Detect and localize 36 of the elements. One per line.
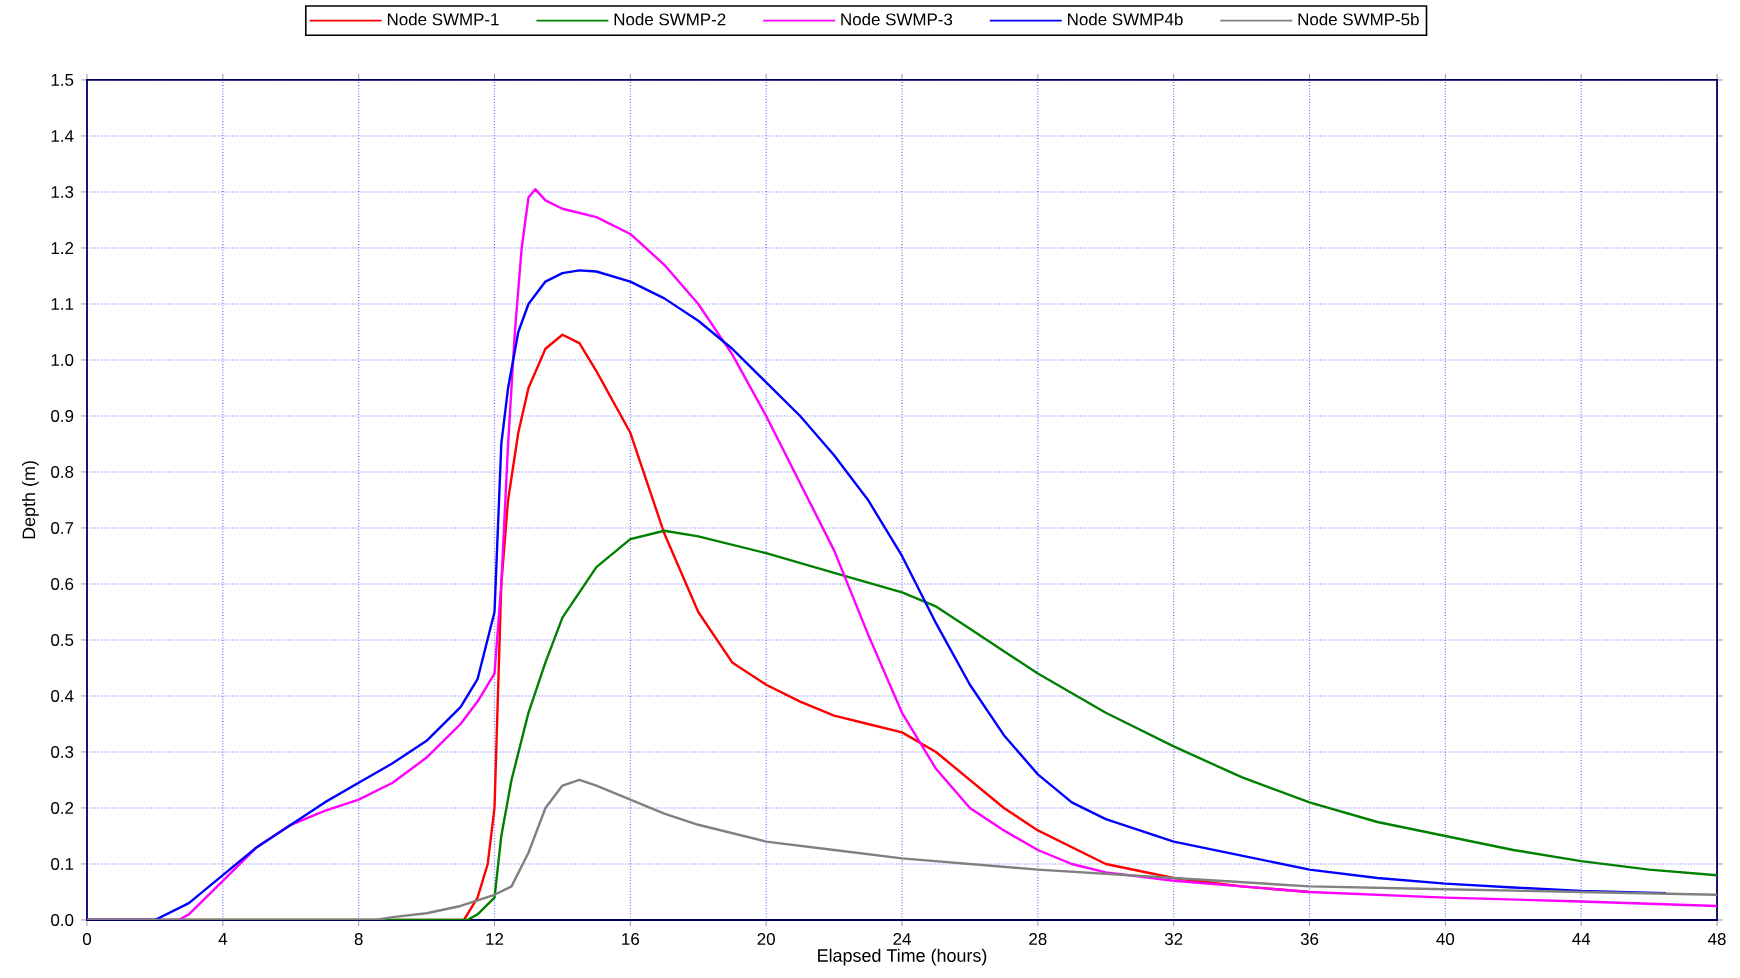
y-tick-label: 0.0 <box>51 914 74 926</box>
y-tick-label: 0.2 <box>51 802 74 814</box>
y-tick-label: 1.5 <box>51 74 74 86</box>
x-tick-label: 48 <box>1707 933 1726 946</box>
x-tick-label: 8 <box>354 933 363 946</box>
y-tick-label: 0.7 <box>51 522 74 534</box>
x-tick-label: 28 <box>1029 933 1047 946</box>
x-tick-label: 40 <box>1436 933 1455 946</box>
x-tick-label: 32 <box>1164 933 1183 946</box>
legend-label: Node SWMP-2 <box>614 12 726 26</box>
y-tick-label: 1.3 <box>51 185 74 198</box>
y-tick-label: 1.0 <box>51 354 74 366</box>
x-axis-title: Elapsed Time (hours) <box>818 948 987 966</box>
x-tick-label: 16 <box>622 933 640 946</box>
y-tick-label: 0.3 <box>51 746 74 758</box>
x-tick-label: 44 <box>1572 933 1591 945</box>
y-tick-label: 1.4 <box>51 130 74 142</box>
y-tick-label: 1.2 <box>51 242 74 254</box>
x-tick-label: 4 <box>218 933 228 945</box>
x-tick-label: 20 <box>757 933 775 946</box>
x-tick-label: 12 <box>486 933 504 945</box>
y-tick-label: 0.8 <box>51 466 74 478</box>
y-tick-label: 0.5 <box>51 634 74 646</box>
y-tick-label: 0.1 <box>51 858 74 870</box>
x-tick-label: 24 <box>893 933 911 945</box>
y-tick-label: 0.9 <box>51 410 74 422</box>
x-tick-label: 36 <box>1300 933 1319 946</box>
y-tick-label: 0.6 <box>51 578 74 590</box>
legend-label: Node SWMP-5b <box>1298 12 1419 26</box>
legend-label: Node SWMP-3 <box>841 12 953 26</box>
y-tick-label: 1.1 <box>51 298 74 310</box>
legend-label: Node SWMP-1 <box>387 12 499 26</box>
x-tick-label: 0 <box>82 933 92 946</box>
y-tick-label: 0.4 <box>51 690 74 702</box>
legend-label: Node SWMP4b <box>1068 12 1183 26</box>
y-axis-title: Depth (m) <box>22 461 39 539</box>
